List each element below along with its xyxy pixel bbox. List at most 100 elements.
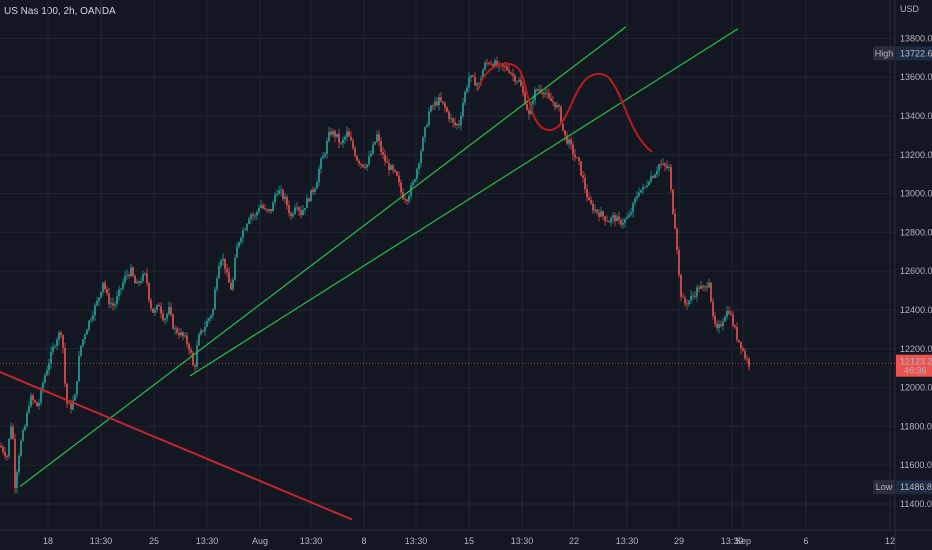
trendline-3[interactable] <box>0 371 353 521</box>
candle-body <box>488 62 490 64</box>
candle-body <box>248 218 250 224</box>
candle-body <box>350 136 352 141</box>
candle-body <box>462 102 464 117</box>
candle-body <box>270 209 272 212</box>
candle-body <box>94 305 96 316</box>
candle-body <box>678 249 680 275</box>
candle-body <box>274 194 276 203</box>
candle-body <box>214 289 216 310</box>
candle-body <box>622 222 624 225</box>
candle-body <box>174 328 176 330</box>
candle-body <box>464 91 466 103</box>
candle-body <box>510 72 512 74</box>
candle-body <box>596 209 598 213</box>
candle-body <box>382 152 384 155</box>
candle-body <box>0 445 2 448</box>
candle-body <box>282 189 284 199</box>
candle-body <box>548 93 550 99</box>
candle-body <box>70 403 72 410</box>
candle-body <box>104 282 106 290</box>
candle-body <box>404 199 406 200</box>
candle-body <box>416 169 418 180</box>
candle-body <box>216 278 218 290</box>
candle-body <box>206 320 208 327</box>
candle-body <box>176 328 178 334</box>
candle-body <box>128 274 130 277</box>
drawn-pattern-curve[interactable] <box>477 62 653 153</box>
candle-body <box>748 359 750 367</box>
candle-body <box>16 472 18 489</box>
candle-body <box>362 164 364 168</box>
candle-body <box>636 196 638 199</box>
candle-body <box>268 209 270 211</box>
y-tick-label: 11800.0 <box>900 421 932 431</box>
candle-body <box>88 320 90 330</box>
candle-body <box>504 66 506 67</box>
candle-body <box>472 75 474 77</box>
candle-body <box>356 155 358 161</box>
candle-body <box>528 110 530 115</box>
candle-body <box>318 168 320 183</box>
candle-body <box>724 316 726 322</box>
candle-body <box>266 209 268 211</box>
candle-body <box>396 171 398 176</box>
candle-body <box>30 395 32 407</box>
trendline-1[interactable] <box>19 26 627 488</box>
y-tick-label: 11400.0 <box>900 499 932 509</box>
candle-body <box>514 75 516 82</box>
candle-body <box>64 347 66 384</box>
candle-body <box>696 287 698 297</box>
candle-body <box>456 124 458 126</box>
candle-body <box>124 275 126 283</box>
y-tick-label: 13800.0 <box>900 33 932 43</box>
trendline-2[interactable] <box>189 28 739 377</box>
candle-body <box>114 304 116 306</box>
candle-body <box>690 295 692 301</box>
candle-body <box>340 142 342 144</box>
candle-body <box>166 313 168 319</box>
candle-body <box>142 274 144 282</box>
candle-body <box>502 64 504 67</box>
candle-body <box>668 166 670 168</box>
candle-body <box>484 62 486 70</box>
candle-body <box>586 188 588 198</box>
candle-body <box>674 213 676 229</box>
candle-body <box>664 163 666 166</box>
candle-body <box>466 87 468 92</box>
candle-body <box>638 192 640 197</box>
candle-body <box>42 382 44 389</box>
candle-body <box>346 131 348 137</box>
candle-body <box>478 82 480 84</box>
high-marker-tag <box>873 46 895 61</box>
candle-body <box>648 181 650 186</box>
candle-body <box>444 103 446 108</box>
candle-body <box>448 111 450 119</box>
candle-body <box>584 177 586 189</box>
candle-body <box>226 268 228 273</box>
candle-body <box>592 203 594 211</box>
candle-body <box>354 148 356 156</box>
candle-body <box>40 388 42 403</box>
candle-body <box>662 163 664 165</box>
candle-body <box>432 105 434 107</box>
candle-body <box>14 438 16 489</box>
candle-body <box>112 303 114 306</box>
candle-body <box>672 189 674 214</box>
x-tick-label: 25 <box>149 536 159 546</box>
current-price-value: 12123.2 <box>900 357 932 367</box>
candle-body <box>714 315 716 324</box>
candle-body <box>314 188 316 192</box>
candle-body <box>198 334 200 346</box>
candle-body <box>284 196 286 199</box>
candle-body <box>394 169 396 172</box>
candle-body <box>486 62 488 64</box>
candle-body <box>718 324 720 329</box>
candle-body <box>264 208 266 210</box>
candle-body <box>262 205 264 209</box>
candle-body <box>424 127 426 138</box>
candle-body <box>372 144 374 154</box>
candle-body <box>154 310 156 313</box>
candle-body <box>26 412 28 427</box>
candle-body <box>470 75 472 78</box>
